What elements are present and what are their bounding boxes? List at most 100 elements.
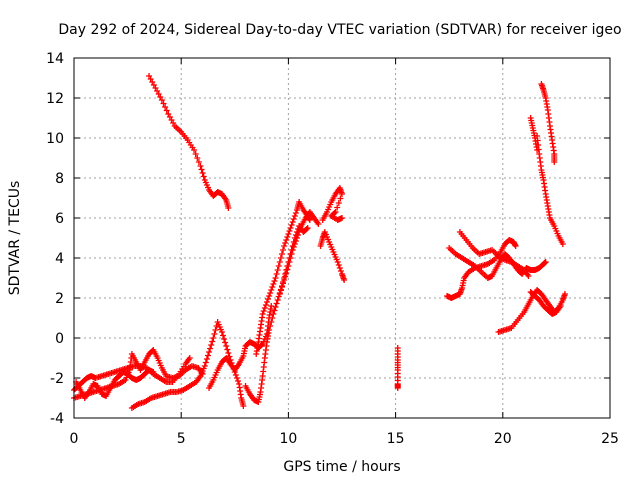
data-point [287, 225, 294, 231]
data-point [303, 226, 310, 232]
data-point [202, 359, 209, 366]
data-point [284, 266, 291, 273]
data-point [337, 268, 344, 274]
data-point [220, 332, 227, 339]
data-point [275, 263, 282, 269]
series-track-t [527, 115, 541, 153]
y-tick-label: 0 [55, 331, 64, 347]
data-point [233, 375, 240, 381]
data-point [198, 166, 205, 173]
data-point [278, 284, 285, 290]
data-point [341, 277, 348, 283]
data-point [224, 346, 231, 353]
data-point [337, 195, 344, 202]
series-track-q [527, 289, 564, 317]
data-point [304, 225, 311, 231]
data-point [273, 271, 280, 277]
data-point [260, 308, 267, 314]
series-track-k [319, 185, 345, 223]
data-point [286, 228, 293, 234]
data-point [195, 159, 202, 165]
data-point [259, 311, 266, 317]
data-point [210, 335, 217, 341]
x-tick-label: 5 [177, 431, 186, 447]
data-point [158, 97, 165, 103]
data-point [269, 284, 276, 290]
data-point [221, 336, 228, 342]
y-tick-label: -2 [50, 371, 64, 387]
data-point [276, 291, 283, 297]
data-point [160, 100, 167, 107]
data-point [277, 255, 284, 261]
data-point [206, 349, 213, 355]
data-point [335, 262, 342, 268]
data-point [212, 327, 219, 333]
data-point [297, 226, 304, 232]
data-point [283, 270, 290, 276]
data-point [207, 345, 214, 352]
y-tick-label: 8 [55, 171, 64, 187]
data-point [278, 251, 285, 257]
data-point [268, 319, 275, 325]
data-point [271, 278, 278, 284]
data-point [272, 304, 279, 310]
data-point [209, 338, 216, 345]
data-point [339, 215, 345, 221]
data-point [222, 339, 229, 346]
data-point [291, 213, 298, 219]
data-point [285, 231, 292, 237]
data-point [191, 147, 198, 153]
data-point [315, 221, 322, 227]
data-point [274, 297, 281, 303]
data-point [282, 240, 289, 246]
data-point [208, 342, 215, 348]
data-point [512, 243, 519, 249]
data-point [262, 302, 269, 308]
y-tick-label: 2 [55, 291, 64, 307]
data-point [205, 352, 211, 359]
x-tick-label: 10 [279, 431, 297, 447]
data-point [280, 280, 287, 287]
data-point [542, 259, 549, 265]
series-track-i [276, 209, 322, 297]
data-point [261, 305, 268, 311]
data-point [559, 241, 566, 247]
data-point [200, 173, 207, 180]
data-point [525, 273, 532, 279]
data-point [336, 265, 343, 271]
data-point [334, 259, 341, 265]
data-point [290, 244, 297, 250]
x-tick-label: 25 [601, 431, 619, 447]
data-point [267, 323, 274, 329]
data-point [199, 371, 206, 377]
data-point [335, 200, 342, 206]
data-point [282, 273, 289, 280]
data-point [271, 307, 278, 314]
data-point [292, 210, 299, 216]
data-point [269, 315, 276, 321]
data-point [290, 216, 297, 222]
data-point [268, 287, 275, 293]
data-point [273, 300, 280, 307]
x-tick-label: 0 [70, 431, 79, 447]
data-point [267, 290, 274, 296]
series-track-g [242, 223, 311, 405]
data-point [240, 403, 247, 409]
data-point [211, 331, 218, 337]
series-track-o [444, 237, 519, 301]
data-point [557, 303, 564, 309]
data-point [295, 232, 302, 238]
data-point [186, 355, 193, 361]
y-tick-label: 10 [46, 131, 64, 147]
x-axis-label: GPS time / hours [283, 459, 400, 475]
data-point [268, 303, 275, 309]
data-point [266, 327, 273, 333]
data-point [225, 350, 232, 356]
data-point [561, 291, 568, 297]
data-point [223, 343, 230, 349]
y-tick-label: 12 [46, 91, 64, 107]
data-point [289, 219, 296, 225]
plot-frame [73, 57, 611, 419]
data-point [263, 299, 270, 305]
